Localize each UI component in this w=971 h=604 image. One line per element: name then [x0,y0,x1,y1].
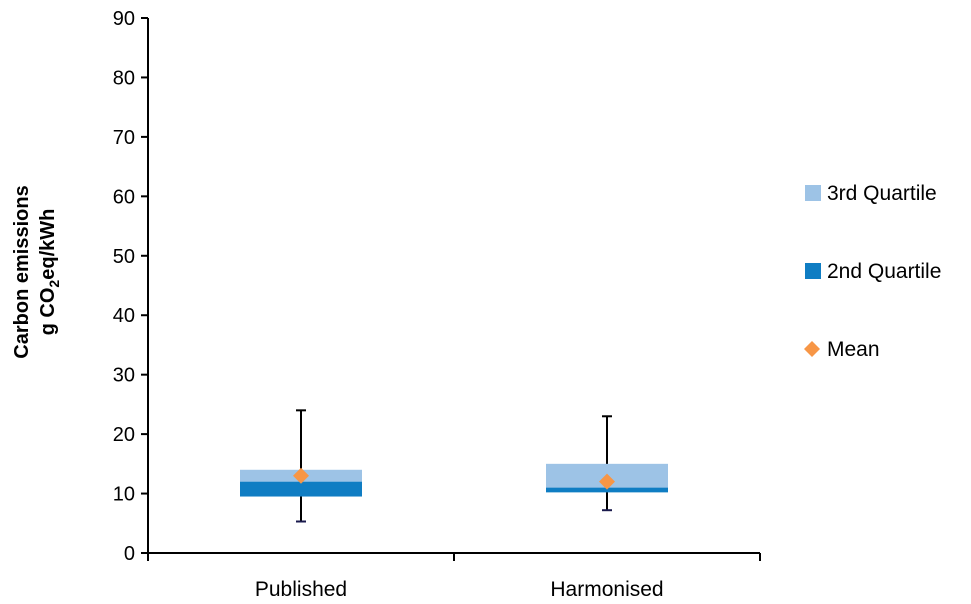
boxes [240,409,668,523]
legend-item: 2nd Quartile [805,260,941,283]
y-tick-label: 10 [113,484,135,506]
box-group [240,409,362,523]
mean-marker [599,473,615,490]
y-axis-title-line2: g CO2eq/kWh [37,209,62,336]
legend-item: Mean [804,338,880,361]
legend-label: 3rd Quartile [827,182,937,205]
y-tick-label: 80 [113,67,135,89]
y-tick-label: 20 [113,424,135,446]
second-quartile-box [240,481,362,497]
x-tick-label: Harmonised [550,578,663,601]
legend: 3rd Quartile 2nd Quartile Mean [804,182,941,361]
x-tick-label: Published [255,578,347,601]
box-group [546,415,668,512]
legend-swatch [804,341,820,357]
y-tick-label: 40 [113,305,135,327]
y-tick-label: 90 [113,8,135,30]
legend-label: 2nd Quartile [827,260,941,283]
second-quartile-box [546,487,668,493]
y-axis-title: Carbon emissions g CO2eq/kWh [11,185,62,358]
legend-swatch [805,263,821,279]
y-tick-label: 0 [124,543,135,565]
legend-swatch [805,185,821,201]
y-tick-label: 30 [113,365,135,387]
legend-item: 3rd Quartile [805,182,937,205]
y-tick-label: 50 [113,246,135,268]
y-tick-label: 70 [113,127,135,149]
y-axis-title-line1: Carbon emissions [11,185,33,358]
legend-label: Mean [827,338,880,361]
mean-marker [293,467,309,484]
axes: 0 10 20 30 40 50 60 70 80 90 Published Harmonised [113,8,761,601]
y-tick-label: 60 [113,186,135,208]
